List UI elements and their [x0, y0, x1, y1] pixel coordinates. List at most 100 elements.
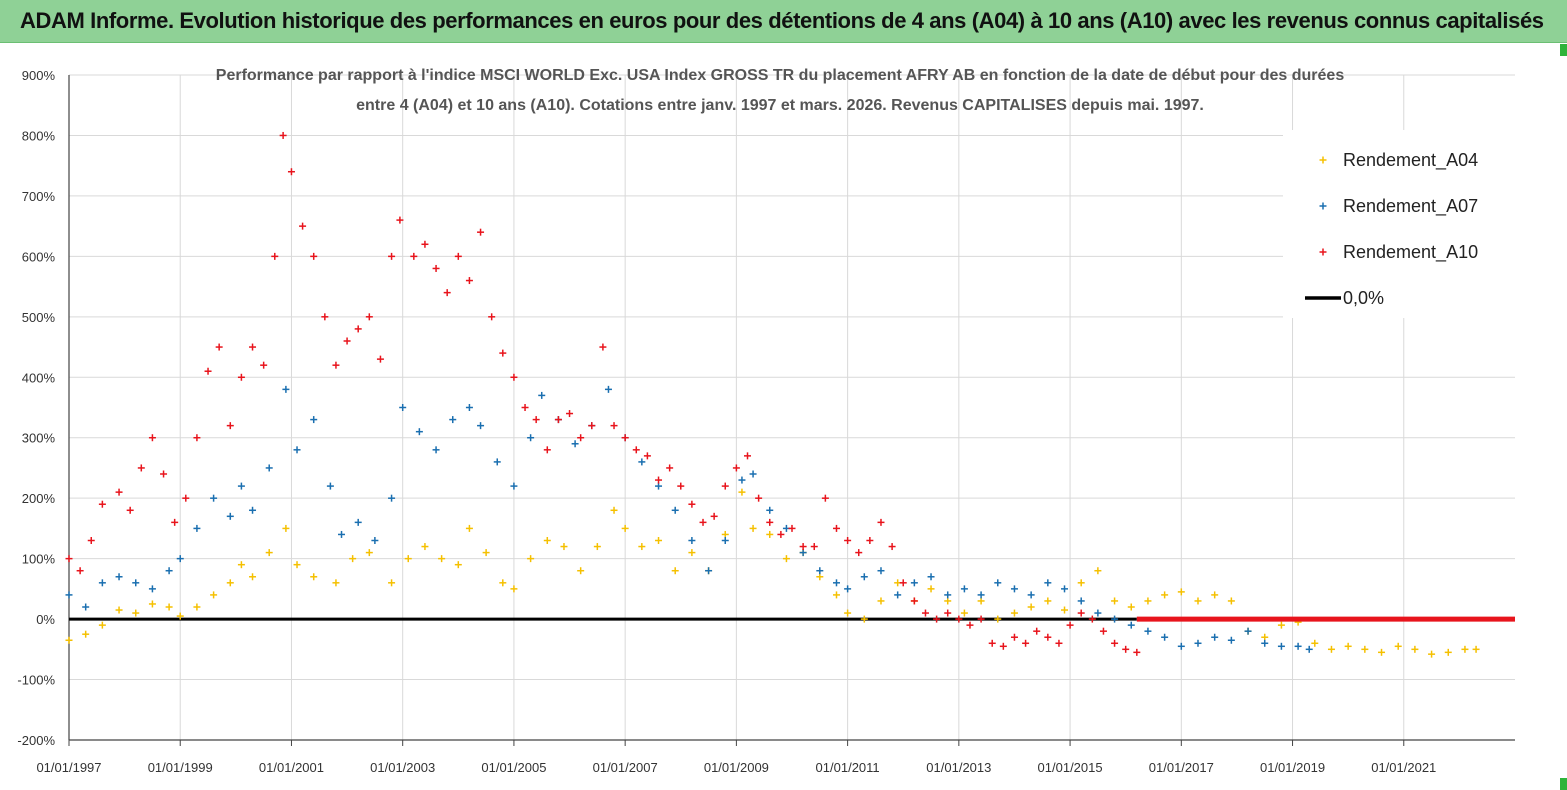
rendement-a10-point: [287, 168, 295, 176]
legend-label: Rendement_A04: [1343, 150, 1478, 171]
rendement-a07-point: [738, 476, 746, 484]
rendement-a07-point: [115, 573, 123, 581]
rendement-a04-point: [1094, 567, 1102, 575]
x-tick-label: 01/01/2005: [481, 760, 546, 775]
rendement-a04-point: [98, 621, 106, 629]
rendement-a10-point: [249, 343, 257, 351]
rendement-a10-point: [621, 434, 629, 442]
banner-title: ADAM Informe. Evolution historique des p…: [20, 8, 1544, 33]
rendement-a07-point: [1077, 597, 1085, 605]
rendement-a07-point: [371, 537, 379, 544]
rendement-a10-point: [410, 252, 418, 260]
rendement-a04-point: [816, 573, 824, 581]
rendement-a07-point: [293, 446, 301, 454]
rendement-a10-point: [115, 488, 123, 496]
rendement-a04-point: [465, 524, 473, 532]
rendement-a04-point: [766, 530, 774, 538]
rendement-a04-point: [832, 591, 840, 599]
x-tick-labels: 01/01/1997 01/01/1999 01/01/2001 01/01/2003…: [36, 760, 1436, 775]
rendement-a07-point: [388, 494, 396, 502]
rendement-a04-point: [332, 579, 340, 587]
rendement-a04-point: [1411, 645, 1419, 653]
rendement-a10-point: [396, 216, 404, 224]
rendement-a04-point: [1444, 648, 1452, 656]
rendement-a10-point: [98, 500, 106, 508]
rendement-a04-point: [527, 555, 535, 563]
legend-marker: [1319, 156, 1327, 164]
rendement-a10-point: [421, 240, 429, 248]
rendement-a10-point: [477, 228, 485, 236]
corner-mark-bottom: [1560, 778, 1567, 790]
rendement-a10-point: [988, 639, 996, 647]
rendement-a04-point: [1010, 609, 1018, 617]
rendement-a07-point: [282, 385, 290, 393]
legend: Rendement_A04 Rendement_A07 Rendement_A10 0…: [1283, 130, 1515, 318]
rendement-a07-point: [1244, 627, 1252, 635]
rendement-a10-point: [1099, 627, 1107, 635]
x-tick-label: 01/01/2009: [704, 760, 769, 775]
rendement-a10-point: [655, 476, 663, 484]
rendement-a07-point: [1305, 645, 1313, 653]
rendement-a07-point: [226, 512, 234, 520]
rendement-a07-point: [1061, 585, 1069, 593]
rendement-a07-point: [98, 579, 106, 587]
rendement-a04-point: [388, 579, 396, 587]
rendement-a10-point: [677, 482, 685, 490]
legend-label: Rendement_A07: [1343, 196, 1478, 217]
rendement-a10-point: [148, 434, 156, 442]
rendement-a07-point: [326, 482, 334, 490]
rendement-a07-point: [148, 585, 156, 593]
rendement-a04-point: [1461, 645, 1469, 653]
rendement-a04-point: [1394, 642, 1402, 650]
rendement-a10-point: [899, 579, 907, 587]
rendement-a07-point: [655, 482, 663, 490]
x-tick-label: 01/01/1997: [36, 760, 101, 775]
rendement-a10-point: [299, 222, 307, 230]
rendement-a10-point: [810, 543, 818, 551]
rendement-a04-point: [210, 591, 218, 599]
rendement-a07-point: [338, 530, 346, 538]
rendement-a07-point: [638, 458, 646, 466]
rendement-a07-point: [165, 567, 173, 575]
rendement-a04-point: [249, 573, 257, 581]
rendement-a10-point: [388, 252, 396, 260]
rendement-a04-point: [265, 549, 273, 557]
rendement-a07-point: [1144, 627, 1152, 635]
rendement-a07-point: [1277, 642, 1285, 650]
rendement-a10-point: [532, 416, 540, 424]
rendement-a10-point: [1122, 645, 1130, 653]
rendement-a04-point: [1311, 639, 1319, 647]
rendement-a07-point: [832, 579, 840, 587]
rendement-a04-point: [782, 555, 790, 563]
rendement-a10-point: [160, 470, 168, 478]
rendement-a04-point: [1361, 645, 1369, 653]
rendement-a10-point: [1022, 639, 1030, 647]
rendement-a07-point: [176, 555, 184, 563]
rendement-a10-point: [855, 549, 863, 557]
rendement-a04-point: [365, 549, 373, 557]
rendement-a07-point: [1177, 642, 1185, 650]
rendement-a04-point: [1227, 597, 1235, 605]
rendement-a04-point: [482, 549, 490, 557]
rendement-a10-point: [977, 615, 985, 623]
rendement-a10-point: [755, 494, 763, 502]
legend-label: Rendement_A10: [1343, 242, 1478, 263]
rendement-a07-point: [465, 404, 473, 411]
rendement-a07-point: [265, 464, 273, 472]
rendement-a07-point: [977, 591, 985, 599]
rendement-a04-point: [960, 609, 968, 617]
rendement-a10-point: [666, 464, 674, 472]
rendement-a07-point: [1027, 591, 1035, 599]
rendement-a10-point: [799, 543, 807, 551]
rendement-a10-point: [844, 537, 852, 544]
rendement-a04-point: [560, 543, 568, 551]
rendement-a10-point: [766, 518, 774, 526]
rendement-a07-point: [927, 573, 935, 581]
x-tick-label: 01/01/2001: [259, 760, 324, 775]
rendement-a10-point: [610, 422, 618, 430]
rendement-a07-point: [477, 422, 485, 430]
rendement-a10-point: [688, 500, 696, 508]
rendement-a10-point: [76, 567, 84, 575]
rendement-a04-point: [927, 585, 935, 593]
rendement-a10-point: [521, 404, 529, 411]
